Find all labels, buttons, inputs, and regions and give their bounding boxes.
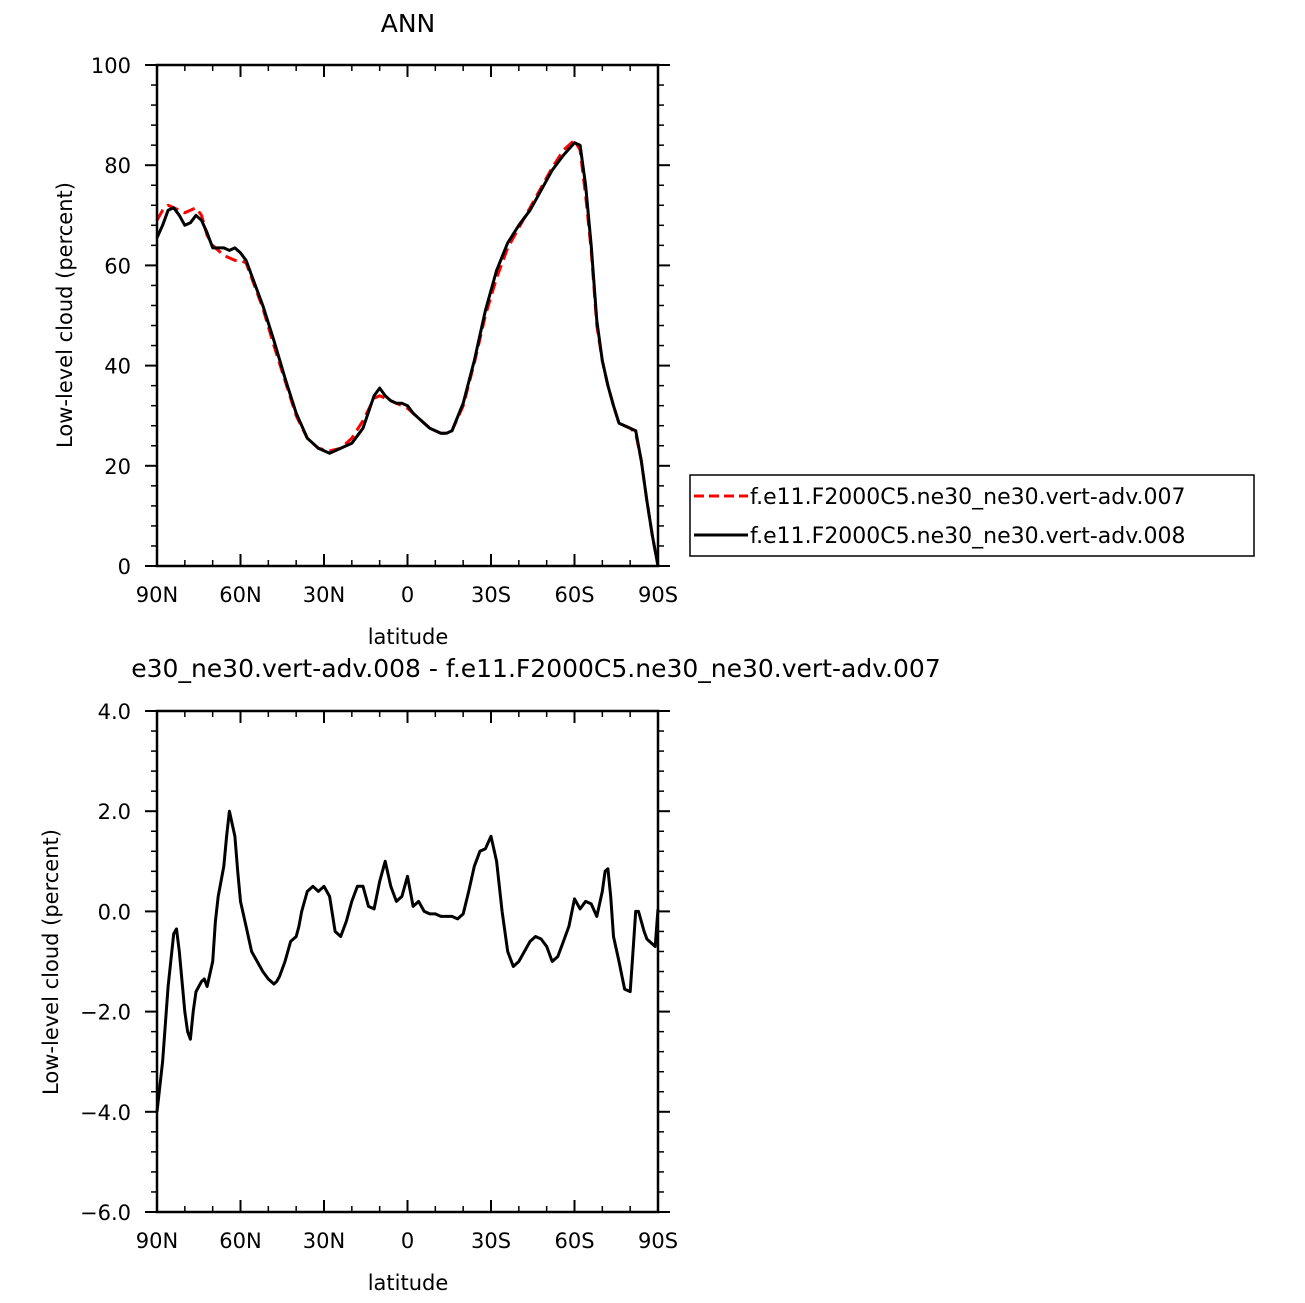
top-y-tick-label: 80 xyxy=(104,154,131,178)
top-x-tick-label: 30N xyxy=(303,583,345,607)
top-series-line-1 xyxy=(155,141,660,567)
top-series-layer xyxy=(155,138,660,567)
top-x-tick-label: 90N xyxy=(136,583,178,607)
bottom-plot-frame xyxy=(155,709,660,1214)
bottom-y-tick-label: 0.0 xyxy=(98,900,131,924)
top-y-tick-label: 20 xyxy=(104,455,131,479)
top-x-tick-label: 90S xyxy=(638,583,678,607)
legend-label-007: f.e11.F2000C5.ne30_ne30.vert-adv.007 xyxy=(750,485,1186,510)
top-x-tick-label: 30S xyxy=(471,583,511,607)
bottom-x-axis-title: latitude xyxy=(368,1271,449,1295)
top-x-axis-title: latitude xyxy=(368,625,449,649)
legend-box xyxy=(689,474,1255,557)
bottom-x-tick-label: 0 xyxy=(401,1229,414,1253)
top-y-tick-label: 60 xyxy=(104,254,131,278)
top-y-tick-label: 40 xyxy=(104,355,131,379)
bottom-x-tick-label: 30S xyxy=(471,1229,511,1253)
legend: f.e11.F2000C5.ne30_ne30.vert-adv.007 f.e… xyxy=(689,474,1255,557)
bottom-x-tick-label: 30N xyxy=(303,1229,345,1253)
top-plot-frame xyxy=(155,63,660,568)
bottom-panel: e30_ne30.vert-adv.008 - f.e11.F2000C5.ne… xyxy=(39,654,941,1295)
bottom-plot-title: e30_ne30.vert-adv.008 - f.e11.F2000C5.ne… xyxy=(131,654,940,683)
top-series-line-0 xyxy=(155,138,660,567)
top-x-tick-label: 60N xyxy=(219,583,261,607)
bottom-x-tick-label: 90N xyxy=(136,1229,178,1253)
top-x-tick-label: 0 xyxy=(401,583,414,607)
top-panel: ANN 90N 60N 30N 0 30S 60S 90S 0 20 40 60 80 100 lati… xyxy=(53,9,678,649)
bottom-x-tick-label: 60S xyxy=(554,1229,594,1253)
bottom-y-axis-title: Low-level cloud (percent) xyxy=(39,829,63,1095)
top-axis-ticks: 90N 60N 30N 0 30S 60S 90S 0 20 40 60 80 100 xyxy=(91,54,678,607)
bottom-y-tick-label: 2.0 xyxy=(98,800,131,824)
legend-label-008: f.e11.F2000C5.ne30_ne30.vert-adv.008 xyxy=(750,524,1186,549)
bottom-series-layer xyxy=(155,809,660,1112)
top-plot-title: ANN xyxy=(381,9,436,38)
top-y-tick-label: 0 xyxy=(118,555,131,579)
top-y-axis-title: Low-level cloud (percent) xyxy=(53,182,77,448)
bottom-series-line-0 xyxy=(155,809,660,1112)
bottom-y-tick-label: 4.0 xyxy=(98,700,131,724)
bottom-y-tick-label: −2.0 xyxy=(80,1001,131,1025)
bottom-y-tick-label: −4.0 xyxy=(80,1101,131,1125)
bottom-x-tick-label: 90S xyxy=(638,1229,678,1253)
bottom-y-tick-label: −6.0 xyxy=(80,1201,131,1225)
top-y-tick-label: 100 xyxy=(91,54,131,78)
top-x-tick-label: 60S xyxy=(554,583,594,607)
bottom-x-tick-label: 60N xyxy=(219,1229,261,1253)
